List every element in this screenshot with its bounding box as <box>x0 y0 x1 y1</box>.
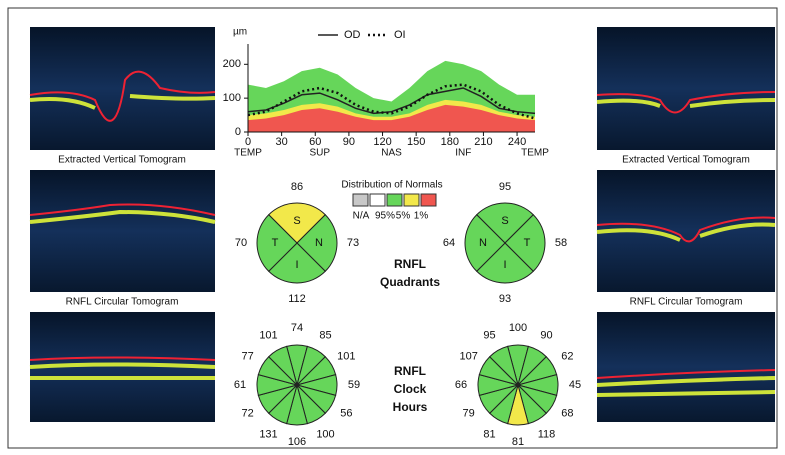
region-label: NAS <box>381 148 402 159</box>
x-tick-label: 120 <box>373 136 391 148</box>
quadrant-value: 95 <box>499 181 511 193</box>
y-tick-label: 200 <box>223 58 241 70</box>
distribution-label: 5% <box>396 211 411 222</box>
clock-value: 77 <box>242 350 254 362</box>
clock-value: 90 <box>540 330 552 342</box>
clock-value: 68 <box>561 407 573 419</box>
clock-value: 45 <box>569 379 581 391</box>
clock-value: 79 <box>463 407 475 419</box>
quadrant-title: Quadrants <box>380 275 440 289</box>
tomogram <box>30 27 215 150</box>
caption: Extracted Vertical Tomogram <box>58 155 186 166</box>
quadrant-letter: S <box>501 215 508 227</box>
quadrant-title: RNFL <box>394 257 426 271</box>
clock-value: 74 <box>291 322 303 334</box>
quadrant-value: 93 <box>499 293 511 305</box>
caption: Extracted Vertical Tomogram <box>622 155 750 166</box>
x-tick-label: 180 <box>441 136 459 148</box>
clock-value: 59 <box>348 379 360 391</box>
distribution-label: 1% <box>414 211 429 222</box>
clock-value: 81 <box>512 436 524 448</box>
quadrant-value: 58 <box>555 237 567 249</box>
quadrant-value: 70 <box>235 237 247 249</box>
clock-value: 107 <box>459 350 477 362</box>
distribution-title: Distribution of Normals <box>341 180 442 191</box>
caption: RNFL Circular Tomogram <box>66 297 179 308</box>
x-tick-label: 60 <box>309 136 321 148</box>
distribution-label: N/A <box>353 211 370 222</box>
region-label: INF <box>455 148 471 159</box>
y-axis-label: µm <box>233 27 247 38</box>
legend-label: OI <box>394 29 406 41</box>
quadrant-value: 64 <box>443 237 455 249</box>
quadrant-value: 112 <box>288 293 306 305</box>
tomograms <box>30 27 775 422</box>
clock-value: 61 <box>234 379 246 391</box>
clock-value: 72 <box>242 407 254 419</box>
distribution-swatch <box>353 194 368 206</box>
quadrant-letter: S <box>293 215 300 227</box>
quadrant-letter: N <box>315 237 323 249</box>
quadrant-letter: I <box>295 259 298 271</box>
quadrant-letter: N <box>479 237 487 249</box>
x-tick-label: 0 <box>245 136 251 148</box>
clock-value: 100 <box>509 322 527 334</box>
quadrant-letter: T <box>272 237 279 249</box>
distribution-swatch <box>387 194 402 206</box>
x-tick-label: 30 <box>276 136 288 148</box>
clock-value: 118 <box>538 428 556 440</box>
distribution-label: 95% <box>375 211 395 222</box>
region-label: TEMP <box>521 148 549 159</box>
quadrant-letter: T <box>524 237 531 249</box>
quadrant-letter: I <box>503 259 506 271</box>
legend-label: OD <box>344 29 361 41</box>
distribution-swatch <box>404 194 419 206</box>
clock-value: 101 <box>337 350 355 362</box>
region-label: TEMP <box>234 148 262 159</box>
clock-value: 62 <box>561 350 573 362</box>
report: Extracted Vertical Tomogram RNFL Circula… <box>0 0 785 455</box>
caption: RNFL Circular Tomogram <box>630 297 743 308</box>
clock-title: Hours <box>393 400 428 414</box>
clock-value: 95 <box>483 330 495 342</box>
x-tick-label: 240 <box>508 136 526 148</box>
tomogram <box>597 27 775 150</box>
clock-value: 106 <box>288 436 306 448</box>
x-tick-label: 150 <box>407 136 425 148</box>
distribution-swatch <box>421 194 436 206</box>
distribution-swatch <box>370 194 385 206</box>
clock-title: Clock <box>394 382 427 396</box>
clock-title: RNFL <box>394 364 426 378</box>
clock-value: 100 <box>316 428 334 440</box>
clock-value: 101 <box>259 330 277 342</box>
tomogram <box>597 312 775 422</box>
tomogram <box>30 170 215 292</box>
x-tick-label: 210 <box>474 136 492 148</box>
clock-value: 56 <box>340 407 352 419</box>
clock-center <box>516 383 521 388</box>
clock-value: 131 <box>259 428 277 440</box>
clock-value: 66 <box>455 379 467 391</box>
y-tick-label: 0 <box>235 126 241 138</box>
quadrant-value: 86 <box>291 181 303 193</box>
clock-center <box>295 383 300 388</box>
region-label: SUP <box>309 148 330 159</box>
quadrant-value: 73 <box>347 237 359 249</box>
clock-value: 81 <box>483 428 495 440</box>
x-tick-label: 90 <box>343 136 355 148</box>
clock-value: 85 <box>319 330 331 342</box>
y-tick-label: 100 <box>223 92 241 104</box>
